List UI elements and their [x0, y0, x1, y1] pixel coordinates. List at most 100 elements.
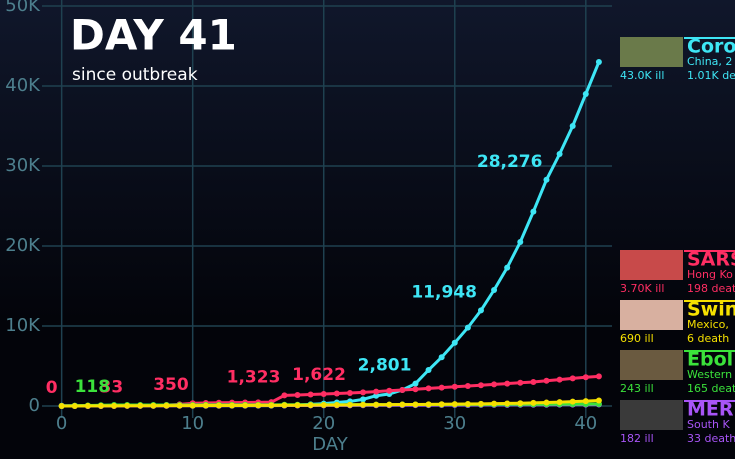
data-point: [320, 402, 327, 409]
data-label: 1,323: [227, 367, 281, 387]
data-point: [333, 401, 340, 408]
data-point: [202, 402, 209, 409]
data-point: [71, 402, 78, 409]
data-point: [97, 402, 104, 409]
data-point: [294, 402, 301, 409]
data-point: [451, 383, 458, 390]
legend-label: SARS: [687, 249, 735, 271]
legend-label: Ebol: [687, 349, 733, 371]
grid: 0 10K 20K 30K 40K 50K 0 10 20 30 40: [5, 0, 612, 434]
chart-subtitle: since outbreak: [72, 65, 198, 85]
data-point: [517, 400, 524, 407]
data-point: [333, 390, 340, 397]
data-label: 118: [75, 377, 111, 397]
data-point: [595, 373, 602, 380]
data-point: [242, 402, 249, 409]
data-label: 28,276: [477, 152, 543, 172]
data-point: [582, 374, 589, 381]
data-point: [386, 387, 393, 394]
data-label: 0: [46, 378, 58, 398]
data-point: [268, 402, 275, 409]
data-point: [150, 402, 157, 409]
y-tick-label: 40K: [5, 75, 41, 96]
y-tick-label: 0: [29, 395, 40, 416]
data-point: [595, 59, 602, 65]
legend-ill: 43.0K ill: [620, 69, 664, 82]
data-point: [360, 396, 367, 403]
data-point: [346, 401, 353, 408]
data-point: [294, 391, 301, 398]
data-label: 2,801: [358, 356, 412, 376]
data-point: [543, 399, 550, 406]
legend-image: [620, 400, 683, 430]
legend-region: Western: [687, 368, 732, 381]
data-point: [438, 384, 445, 391]
data-point: [582, 91, 589, 97]
data-label: 1,622: [292, 365, 346, 385]
data-point: [412, 386, 419, 393]
data-point: [491, 381, 498, 388]
data-point: [504, 400, 511, 407]
data-point: [84, 402, 91, 409]
data-point: [412, 401, 419, 408]
legend-ill: 690 ill: [620, 332, 654, 345]
x-tick-label: 0: [56, 413, 67, 434]
series-line: [61, 61, 601, 408]
data-label: 33: [100, 378, 124, 398]
legend-image: [620, 300, 683, 330]
data-point: [215, 402, 222, 409]
data-point: [556, 399, 563, 406]
legend-label: MER: [687, 399, 734, 421]
legend-label: Coro: [687, 36, 735, 58]
data-point: [255, 402, 262, 409]
data-point: [346, 390, 353, 397]
data-point: [360, 401, 367, 408]
legend-ill: 182 ill: [620, 432, 654, 445]
data-point: [543, 176, 550, 183]
data-point: [307, 391, 314, 398]
data-point: [320, 391, 327, 397]
data-point: [595, 397, 602, 404]
data-point: [569, 375, 576, 382]
plot: [58, 59, 602, 409]
data-point: [176, 402, 183, 409]
data-point: [438, 354, 445, 361]
data-point: [477, 400, 484, 407]
y-tick-label: 20K: [5, 235, 41, 256]
data-point: [399, 387, 406, 393]
data-point: [477, 382, 484, 389]
data-point: [451, 339, 458, 346]
data-point: [137, 402, 144, 409]
data-point: [517, 379, 524, 386]
legend-image: [620, 250, 683, 280]
data-point: [464, 324, 471, 331]
legend-deaths: 1.01K deat: [687, 69, 735, 82]
data-point: [556, 376, 563, 383]
data-point: [399, 401, 406, 408]
data-point: [464, 401, 471, 407]
data-point: [530, 208, 537, 215]
data-point: [281, 402, 288, 409]
legend-deaths: 165 death: [687, 382, 735, 395]
data-point: [412, 380, 419, 387]
data-point: [425, 385, 432, 392]
data-point: [373, 401, 380, 408]
y-tick-label: 50K: [5, 0, 41, 16]
data-point: [111, 402, 118, 409]
x-tick-label: 40: [574, 413, 597, 434]
legend-deaths: 6 death: [687, 332, 729, 345]
y-tick-label: 30K: [5, 155, 41, 176]
legend-image: [620, 350, 683, 380]
data-point: [425, 367, 432, 373]
legend-deaths: 198 death: [687, 282, 735, 295]
data-point: [504, 380, 511, 387]
data-point: [307, 402, 314, 409]
data-point: [163, 402, 170, 409]
data-point: [582, 398, 589, 405]
legend-deaths: 33 death: [687, 432, 735, 445]
legend-swatch: [684, 300, 735, 302]
data-point: [229, 402, 235, 409]
legend-image: [620, 37, 683, 67]
